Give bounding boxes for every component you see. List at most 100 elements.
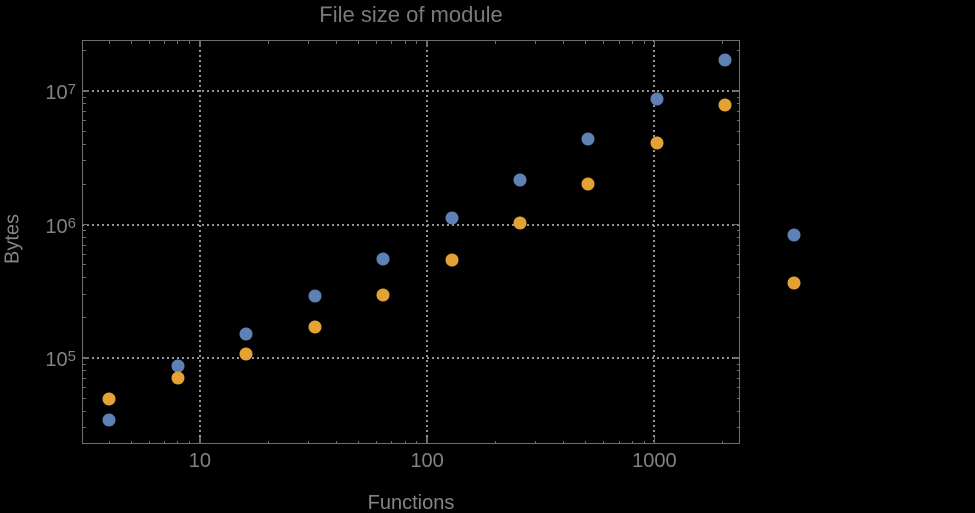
y-tick-label: 105 [45, 348, 76, 372]
gridline-y [82, 223, 740, 226]
data-point-orange-x32 [308, 320, 322, 334]
data-point-blue-x512 [581, 132, 595, 146]
tick-mark [108, 40, 110, 44]
tick-mark [426, 437, 428, 444]
tick-mark [164, 440, 166, 444]
tick-mark [148, 40, 150, 44]
x-tick-label: 10 [188, 450, 211, 472]
tick-mark [188, 440, 190, 444]
x-tick-label: 100 [410, 450, 444, 472]
tick-mark [585, 40, 587, 44]
tick-mark [736, 183, 740, 185]
tick-mark [108, 440, 110, 444]
data-point-blue-x4 [102, 413, 116, 427]
tick-mark [736, 96, 740, 98]
tick-mark [82, 230, 86, 232]
tick-mark [82, 253, 86, 255]
tick-mark [563, 40, 565, 44]
tick-mark [722, 40, 724, 44]
tick-mark [733, 223, 740, 226]
tick-mark [358, 440, 360, 444]
y-tick-label: 107 [45, 81, 76, 104]
tick-mark [82, 103, 86, 105]
data-point-blue-x2048 [718, 53, 732, 67]
tick-mark [130, 40, 132, 44]
tick-mark [82, 50, 86, 52]
tick-mark [585, 440, 587, 444]
data-point-blue-x256 [513, 173, 527, 187]
gridline-y [82, 357, 740, 360]
tick-mark [535, 440, 537, 444]
data-point-orange-x64 [376, 288, 390, 302]
tick-mark [416, 440, 418, 444]
tick-mark [736, 236, 740, 238]
data-point-blue-x1024 [650, 92, 664, 106]
data-point-orange-x4 [102, 392, 116, 406]
tick-mark [426, 40, 428, 47]
tick-mark [736, 293, 740, 295]
tick-mark [603, 440, 605, 444]
tick-mark [199, 437, 201, 444]
tick-mark [82, 143, 86, 145]
y-tick-label: 106 [45, 214, 76, 238]
tick-mark [416, 40, 418, 44]
data-point-orange-x4096 [787, 276, 801, 290]
tick-mark [736, 370, 740, 372]
tick-mark [82, 363, 86, 365]
tick-mark [736, 253, 740, 255]
tick-mark [631, 40, 633, 44]
data-point-orange-x16 [239, 347, 253, 361]
gridline-x [653, 40, 656, 444]
tick-mark [736, 230, 740, 232]
tick-mark [736, 50, 740, 52]
tick-mark [82, 236, 86, 238]
plot-frame [82, 40, 740, 444]
tick-mark [736, 111, 740, 113]
tick-mark [267, 40, 269, 44]
tick-mark [82, 111, 86, 113]
tick-mark [82, 277, 86, 279]
tick-mark [404, 440, 406, 444]
y-axis-label: Bytes [1, 213, 24, 265]
tick-mark [736, 160, 740, 162]
tick-mark [391, 440, 393, 444]
tick-mark [722, 440, 724, 444]
data-point-orange-x8 [171, 371, 185, 385]
tick-mark [307, 440, 309, 444]
gridline-y [82, 90, 740, 92]
tick-mark [336, 440, 338, 444]
tick-mark [736, 397, 740, 399]
data-point-orange-x512 [581, 177, 595, 191]
tick-mark [631, 440, 633, 444]
tick-mark [563, 440, 565, 444]
tick-mark [188, 40, 190, 44]
tick-mark [404, 40, 406, 44]
tick-mark [82, 244, 86, 246]
data-point-orange-x1024 [650, 136, 664, 150]
tick-mark [82, 317, 86, 319]
tick-mark [199, 40, 201, 47]
tick-mark [177, 440, 179, 444]
tick-mark [82, 378, 86, 380]
x-tick-label: 1000 [632, 450, 677, 472]
data-point-blue-x128 [445, 211, 458, 225]
tick-mark [733, 357, 740, 359]
tick-mark [736, 103, 740, 105]
tick-mark [82, 387, 86, 389]
tick-mark [603, 40, 605, 44]
tick-mark [495, 440, 497, 444]
tick-mark [307, 40, 309, 44]
tick-mark [177, 40, 179, 44]
tick-mark [82, 264, 86, 266]
tick-mark [736, 143, 740, 145]
tick-mark [736, 387, 740, 389]
data-point-blue-x16 [239, 327, 253, 341]
tick-mark [82, 96, 86, 98]
tick-mark [82, 223, 89, 226]
tick-mark [376, 440, 378, 444]
tick-mark [82, 410, 86, 412]
tick-mark [82, 130, 86, 132]
tick-mark [376, 40, 378, 44]
tick-mark [336, 40, 338, 44]
